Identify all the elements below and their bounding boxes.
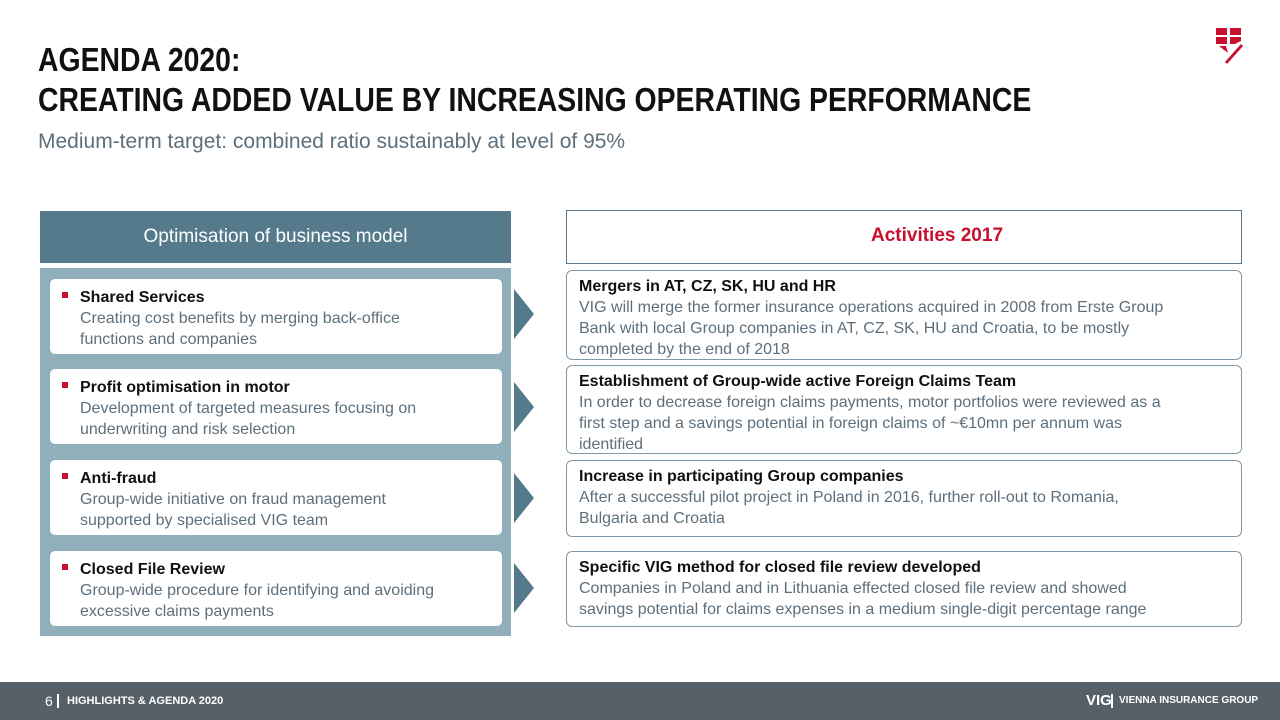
left-item-desc: Development of targeted measures focusin… [80,400,417,417]
left-item-desc: excessive claims payments [80,603,274,620]
activity-title: Mergers in AT, CZ, SK, HU and HR [579,278,836,295]
activity-desc: VIG will merge the former insurance oper… [579,299,1164,316]
page-title-line1: AGENDA 2020: [38,41,241,78]
activity-desc: After a successful pilot project in Pola… [579,489,1119,506]
activity-desc: savings potential for claims expenses in… [579,601,1147,618]
page-number: 6 [45,693,53,709]
page-subtitle: Medium-term target: combined ratio susta… [38,130,626,153]
vig-shield-logo-icon [1216,28,1243,64]
activity-card-closed-file-review: Specific VIG method for closed file revi… [566,551,1242,627]
activity-title: Increase in participating Group companie… [579,468,904,485]
footer-divider [57,694,59,708]
activity-card-participating-companies: Increase in participating Group companie… [566,460,1242,537]
footer-divider [1111,694,1113,708]
left-item-desc: supported by specialised VIG team [80,512,329,529]
footer-section-label: HIGHLIGHTS & AGENDA 2020 [67,695,224,707]
left-item-desc: Creating cost benefits by merging back-o… [80,310,400,327]
activity-desc: Companies in Poland and in Lithuania eff… [579,580,1127,597]
left-item-title: Closed File Review [80,561,225,578]
chevron-right-icon [514,563,534,613]
page-title-line2: CREATING ADDED VALUE BY INCREASING OPERA… [38,81,1032,118]
activity-desc: completed by the end of 2018 [579,341,790,358]
footer-bar: 6 HIGHLIGHTS & AGENDA 2020 VIG VIENNA IN… [0,682,1280,720]
activity-desc: Bulgaria and Croatia [579,510,725,527]
activity-desc: identified [579,436,644,453]
left-item-desc: Group-wide procedure for identifying and… [80,582,434,599]
activity-desc: In order to decrease foreign claims paym… [579,394,1161,411]
activity-card-mergers: Mergers in AT, CZ, SK, HU and HR VIG wil… [566,270,1242,360]
right-column-header: Activities 2017 [566,210,1242,264]
left-column-header: Optimisation of business model [40,211,511,263]
left-item-desc: functions and companies [80,331,257,348]
chevron-right-icon [514,473,534,523]
activity-card-foreign-claims: Establishment of Group-wide active Forei… [566,365,1242,454]
footer-brand: VIG [1086,692,1112,709]
page-title: AGENDA 2020: CREATING ADDED VALUE BY INC… [38,40,1031,120]
bullet-icon [62,473,68,479]
left-item-closed-file-review: Closed File Review Group-wide procedure … [50,551,502,626]
activity-desc: Bank with local Group companies in AT, C… [579,320,1130,337]
bullet-icon [62,292,68,298]
left-item-title: Profit optimisation in motor [80,379,290,396]
bullet-icon [62,382,68,388]
activity-title: Establishment of Group-wide active Forei… [579,373,1017,390]
bullet-icon [62,564,68,570]
left-item-desc: underwriting and risk selection [80,421,296,438]
left-item-desc: Group-wide initiative on fraud managemen… [80,491,386,508]
footer-company-name: VIENNA INSURANCE GROUP [1119,695,1259,706]
activity-desc: first step and a savings potential in fo… [579,415,1122,432]
chevron-right-icon [514,289,534,339]
left-item-shared-services: Shared Services Creating cost benefits b… [50,279,502,354]
left-item-anti-fraud: Anti-fraud Group-wide initiative on frau… [50,460,502,535]
left-item-profit-optimisation: Profit optimisation in motor Development… [50,369,502,444]
chevron-right-icon [514,382,534,432]
left-item-title: Anti-fraud [80,470,157,487]
activity-title: Specific VIG method for closed file revi… [579,559,981,576]
left-item-title: Shared Services [80,289,205,306]
